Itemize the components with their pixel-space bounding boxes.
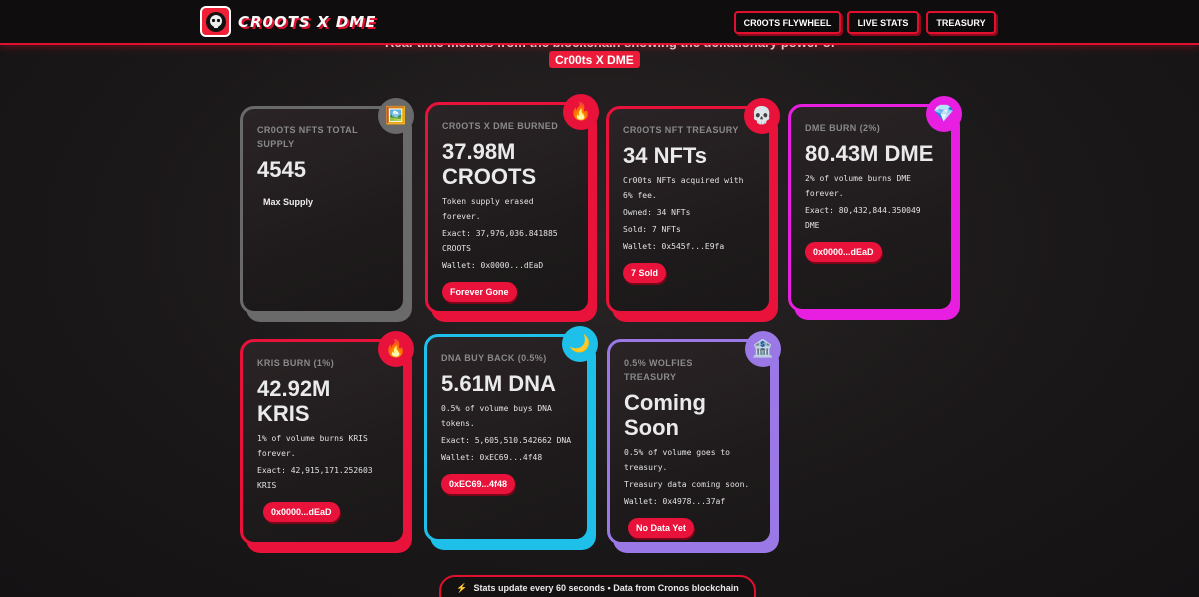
card-value: 5.61M DNA: [441, 371, 556, 396]
card-wallet: Wallet: 0x4978...37af: [624, 497, 726, 506]
card-label: 0.5% WOLFIES TREASURY: [624, 358, 693, 382]
card-description: 1% of volume burns KRIS forever.: [257, 434, 368, 458]
card-wallet: Wallet: 0x545f...E9fa: [623, 242, 725, 251]
card-label: DNA BUY BACK (0.5%): [441, 353, 547, 363]
card-label: CR0OTS NFT TREASURY: [623, 125, 739, 135]
card-wallet: Wallet: 0xEC69...4f48: [441, 453, 543, 462]
card-value: 37.98M CROOTS: [442, 139, 537, 189]
moon-icon: 🌙: [562, 326, 598, 362]
card-exact: Exact: 5,605,510.542662 DNA: [441, 436, 572, 445]
card-description: 0.5% of volume buys DNA tokens.: [441, 404, 552, 428]
card-label: CR0OTS X DME BURNED: [442, 121, 559, 131]
status-pill[interactable]: Forever Gone: [442, 282, 517, 302]
card-wallet: Wallet: 0x0000...dEaD: [442, 261, 544, 270]
top-navbar: CR0OTS X DME CR0OTS FLYWHEEL LIVE STATS …: [0, 0, 1199, 45]
status-pill[interactable]: No Data Yet: [628, 518, 694, 538]
card-body: KRIS BURN (1%) 42.92M KRIS 1% of volume …: [240, 339, 406, 545]
card-body: DNA BUY BACK (0.5%) 5.61M DNA 0.5% of vo…: [424, 334, 590, 542]
card-value: 42.92M KRIS: [257, 376, 331, 426]
fire-icon: 🔥: [378, 331, 414, 367]
card-description: Cr00ts NFTs acquired with 6% fee.: [623, 176, 744, 200]
card-body: 0.5% WOLFIES TREASURY Coming Soon 0.5% o…: [607, 339, 773, 545]
skull-logo-icon: [205, 11, 226, 32]
card-exact: Exact: 37,976,036.841885 CROOTS: [442, 229, 558, 253]
card-value: 34 NFTs: [623, 143, 707, 168]
stat-card-wolfies-treasury: 0.5% WOLFIES TREASURY Coming Soon 0.5% o…: [607, 331, 781, 553]
fire-icon: 🔥: [563, 94, 599, 130]
card-exact: Exact: 80,432,844.350049 DME: [805, 206, 921, 230]
nav-live-stats-button[interactable]: LIVE STATS: [847, 11, 919, 34]
status-pill[interactable]: 7 Sold: [623, 263, 667, 283]
card-description: 0.5% of volume goes to treasury.: [624, 448, 730, 472]
update-notice-text: Stats update every 60 seconds • Data fro…: [473, 583, 739, 593]
card-value: Coming Soon: [624, 390, 706, 440]
gem-icon: 💎: [926, 96, 962, 132]
lightning-icon: ⚡: [456, 583, 468, 593]
card-note: Max Supply: [263, 197, 314, 207]
card-status-text: Treasury data coming soon.: [624, 480, 750, 489]
card-value: 4545: [257, 157, 306, 182]
wallet-pill[interactable]: 0x0000...dEaD: [263, 502, 340, 522]
card-label: CR0OTS NFTS TOTAL SUPPLY: [257, 125, 358, 149]
wallet-pill[interactable]: 0x0000...dEaD: [805, 242, 882, 262]
brand-tag: Cr00ts X DME: [549, 51, 640, 68]
card-label: KRIS BURN (1%): [257, 358, 335, 368]
card-body: CR0OTS NFTS TOTAL SUPPLY 4545 Max Supply: [240, 106, 406, 314]
skull-icon: 💀: [744, 98, 780, 134]
card-body: DME BURN (2%) 80.43M DME 2% of volume bu…: [788, 104, 954, 312]
card-description: Token supply erased forever.: [442, 197, 534, 221]
stat-card-nft-treasury: CR0OTS NFT TREASURY 34 NFTs Cr00ts NFTs …: [606, 98, 780, 322]
stat-card-total-supply: CR0OTS NFTS TOTAL SUPPLY 4545 Max Supply…: [240, 98, 414, 322]
stat-card-kris-burn: KRIS BURN (1%) 42.92M KRIS 1% of volume …: [240, 331, 414, 553]
card-body: CR0OTS NFT TREASURY 34 NFTs Cr00ts NFTs …: [606, 106, 772, 314]
brand-title[interactable]: CR0OTS X DME: [238, 13, 377, 31]
nav-flywheel-button[interactable]: CR0OTS FLYWHEEL: [734, 11, 841, 34]
stat-card-dme-burn: DME BURN (2%) 80.43M DME 2% of volume bu…: [788, 96, 962, 320]
update-notice: ⚡ Stats update every 60 seconds • Data f…: [439, 575, 756, 597]
card-value: 80.43M DME: [805, 141, 934, 166]
brand-logo[interactable]: [200, 6, 231, 37]
card-label: DME BURN (2%): [805, 123, 881, 133]
picture-icon: 🖼️: [378, 98, 414, 134]
nav-treasury-button[interactable]: TREASURY: [926, 11, 996, 34]
card-description: 2% of volume burns DME forever.: [805, 174, 911, 198]
card-exact: Exact: 42,915,171.252603 KRIS: [257, 466, 373, 490]
card-body: CR0OTS X DME BURNED 37.98M CROOTS Token …: [425, 102, 591, 314]
card-owned: Owned: 34 NFTs: [623, 208, 691, 217]
card-sold: Sold: 7 NFTs: [623, 225, 681, 234]
wallet-pill[interactable]: 0xEC69...4f48: [441, 474, 516, 494]
stat-card-dna-buyback: DNA BUY BACK (0.5%) 5.61M DNA 0.5% of vo…: [424, 326, 598, 550]
stat-card-croots-burned: CR0OTS X DME BURNED 37.98M CROOTS Token …: [425, 94, 599, 322]
bank-icon: 🏦: [745, 331, 781, 367]
